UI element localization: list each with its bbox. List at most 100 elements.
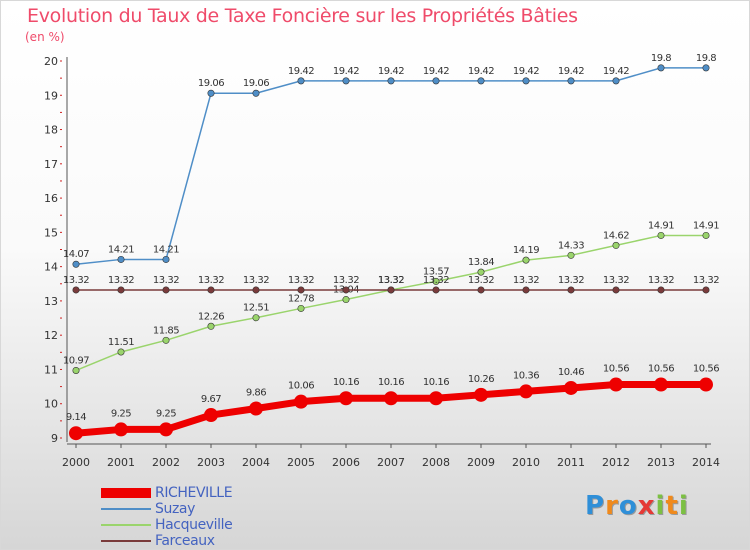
legend-label: Farceaux [155,533,215,549]
x-tick-label: 2012 [602,456,630,469]
data-label-farceaux: 13.32 [468,275,494,286]
data-label-hacqueville: 13.84 [468,257,494,268]
data-point-farceaux [522,286,530,294]
data-label-farceaux: 13.32 [288,275,314,286]
x-tick-label: 2003 [197,456,225,469]
x-tick-label: 2010 [512,456,540,469]
data-point-suzay [207,89,215,97]
data-point-suzay [702,64,710,72]
x-tick-label: 2008 [422,456,450,469]
data-point-farceaux [297,286,305,294]
data-point-suzay [297,77,305,85]
data-label-richeville: 10.56 [648,364,674,375]
data-point-hacqueville [522,256,530,264]
y-minor-tick [60,214,62,216]
y-minor-tick [60,94,62,96]
legend-item-farceaux: Farceaux [101,533,301,549]
y-minor-tick [60,266,62,268]
data-label-suzay: 19.42 [558,66,584,77]
y-minor-tick [60,420,62,422]
data-point-hacqueville [72,366,80,374]
data-point-farceaux [117,286,125,294]
y-minor-tick [60,146,62,148]
x-tick-label: 2006 [332,456,360,469]
data-point-hacqueville [612,241,620,249]
proxiti-logo: Proxiti [585,491,689,521]
legend-swatch [101,540,151,542]
data-point-richeville [249,401,263,416]
data-point-hacqueville [342,296,350,304]
data-point-richeville [339,391,353,406]
y-minor-tick [60,334,62,336]
data-label-hacqueville: 12.51 [243,303,269,314]
data-point-richeville [699,377,713,392]
data-point-richeville [564,380,578,395]
data-point-farceaux [432,286,440,294]
data-point-suzay [162,255,170,263]
data-label-richeville: 9.14 [66,412,86,423]
data-label-richeville: 10.56 [693,364,719,375]
data-point-farceaux [612,286,620,294]
data-point-hacqueville [162,336,170,344]
data-label-richeville: 9.25 [111,408,131,419]
data-point-suzay [567,77,575,85]
data-point-farceaux [387,286,395,294]
data-label-hacqueville: 11.85 [153,325,179,336]
y-minor-tick [60,111,62,113]
data-label-richeville: 10.06 [288,381,314,392]
data-label-hacqueville: 14.33 [558,240,584,251]
data-label-richeville: 10.46 [558,367,584,378]
y-tick-label: 20 [44,55,58,68]
logo-letter: i [655,491,666,521]
y-minor-tick [60,368,62,370]
legend-item-richeville: RICHEVILLE [101,485,301,501]
data-label-suzay: 19.42 [513,66,539,77]
data-label-farceaux: 13.32 [63,275,89,286]
data-point-hacqueville [207,322,215,330]
data-label-richeville: 9.86 [246,388,266,399]
x-tick-label: 2013 [647,456,675,469]
data-label-suzay: 14.07 [63,249,89,260]
data-label-farceaux: 13.32 [558,275,584,286]
legend-swatch [101,524,151,526]
data-label-richeville: 9.67 [201,394,221,405]
logo-letter: r [605,491,619,521]
data-label-suzay: 14.21 [153,244,179,255]
data-point-farceaux [567,286,575,294]
data-label-suzay: 19.42 [468,66,494,77]
logo-letter: P [585,491,606,521]
data-label-richeville: 10.56 [603,364,629,375]
data-point-hacqueville [567,251,575,259]
data-point-suzay [612,77,620,85]
logo-letter: t [665,491,679,521]
data-label-hacqueville: 11.51 [108,337,134,348]
data-label-farceaux: 13.32 [153,275,179,286]
logo-letter: i [678,491,689,521]
data-label-farceaux: 13.32 [108,275,134,286]
y-minor-tick [60,437,62,439]
data-point-suzay [657,64,665,72]
data-point-farceaux [252,286,260,294]
x-tick-label: 2002 [152,456,180,469]
data-point-richeville [519,384,533,399]
data-label-farceaux: 13.32 [333,275,359,286]
data-point-suzay [522,77,530,85]
logo-letter: x [637,491,656,521]
y-minor-tick [60,231,62,233]
y-minor-tick [60,300,62,302]
data-label-farceaux: 13.32 [423,275,449,286]
data-label-farceaux: 13.32 [603,275,629,286]
series-line-hacqueville [75,234,707,372]
data-label-hacqueville: 12.26 [198,311,224,322]
data-point-farceaux [342,286,350,294]
data-point-suzay [387,77,395,85]
y-tick-label: 12 [44,329,58,342]
data-label-hacqueville: 10.97 [63,355,89,366]
data-label-farceaux: 13.32 [378,275,404,286]
data-point-hacqueville [702,231,710,239]
data-label-suzay: 19.06 [243,78,269,89]
y-tick-label: 16 [44,192,58,205]
data-label-hacqueville: 14.91 [693,220,719,231]
y-tick-label: 9 [51,432,58,445]
